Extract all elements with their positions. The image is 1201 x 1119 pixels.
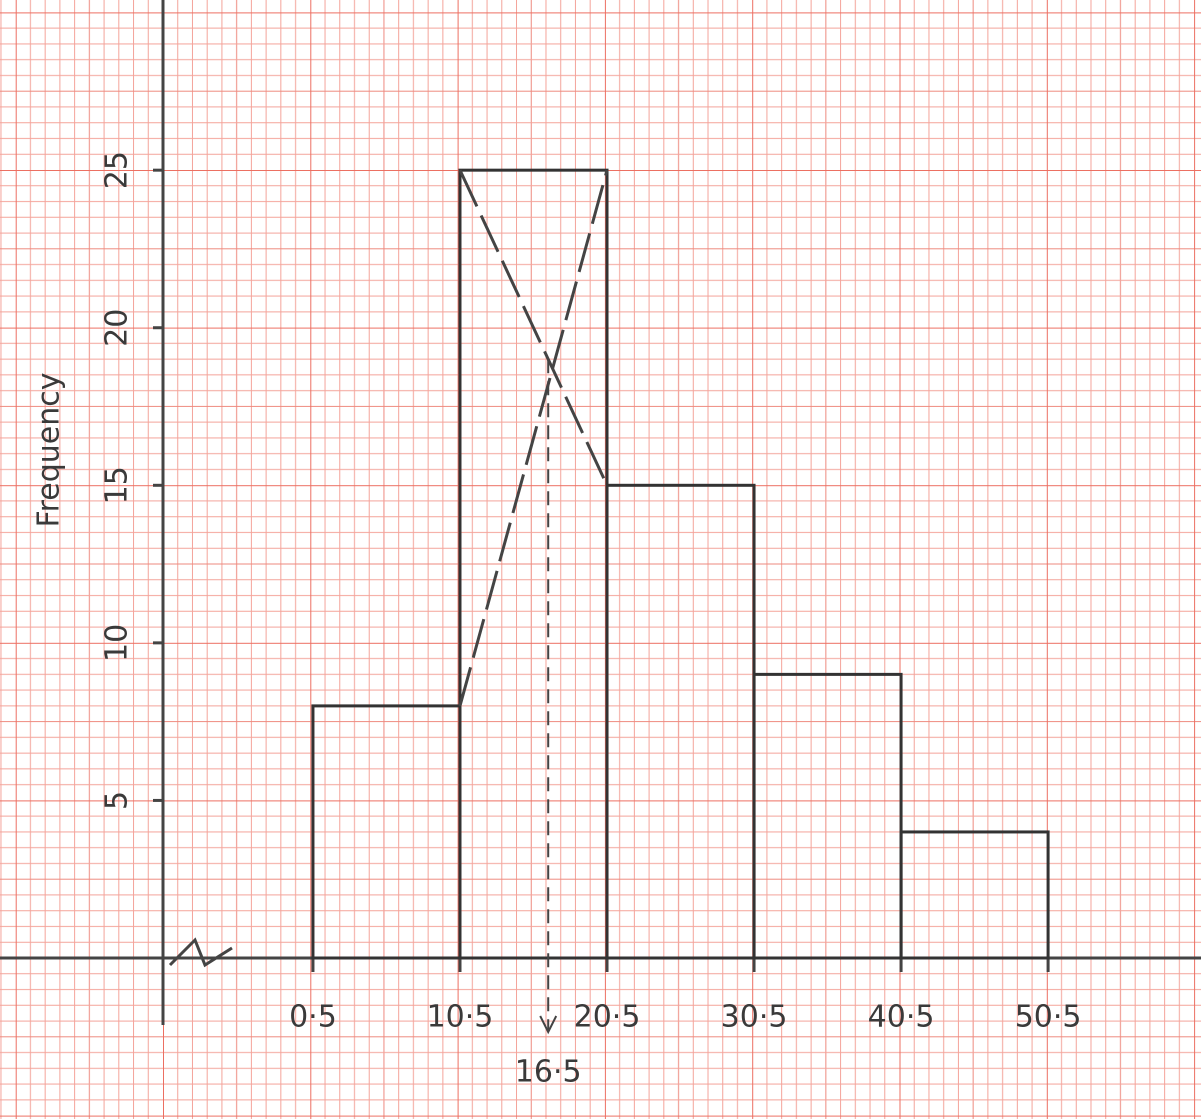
bar bbox=[899, 830, 1050, 960]
y-axis-label: Frequency bbox=[32, 373, 67, 528]
y-tick-label: 25 bbox=[100, 151, 135, 189]
x-tick-label: 0·5 bbox=[289, 1000, 337, 1035]
x-tick-label: 50·5 bbox=[1015, 1000, 1082, 1035]
y-tick-label: 5 bbox=[100, 791, 135, 810]
axis-break bbox=[168, 937, 233, 968]
bar bbox=[752, 672, 903, 960]
mode-label: 16·5 bbox=[515, 1055, 582, 1090]
mode-construction-line bbox=[458, 169, 609, 486]
x-tick-label: 40·5 bbox=[868, 1000, 935, 1035]
x-tick-label: 20·5 bbox=[574, 1000, 641, 1035]
x-tick-label: 30·5 bbox=[721, 1000, 788, 1035]
y-tick-label: 15 bbox=[100, 466, 135, 504]
y-tick-label: 20 bbox=[100, 309, 135, 347]
y-tick-label: 10 bbox=[100, 624, 135, 662]
mode-arrow bbox=[539, 1015, 558, 1035]
x-tick-label: 10·5 bbox=[427, 1000, 494, 1035]
mode-construction-line bbox=[458, 169, 609, 707]
